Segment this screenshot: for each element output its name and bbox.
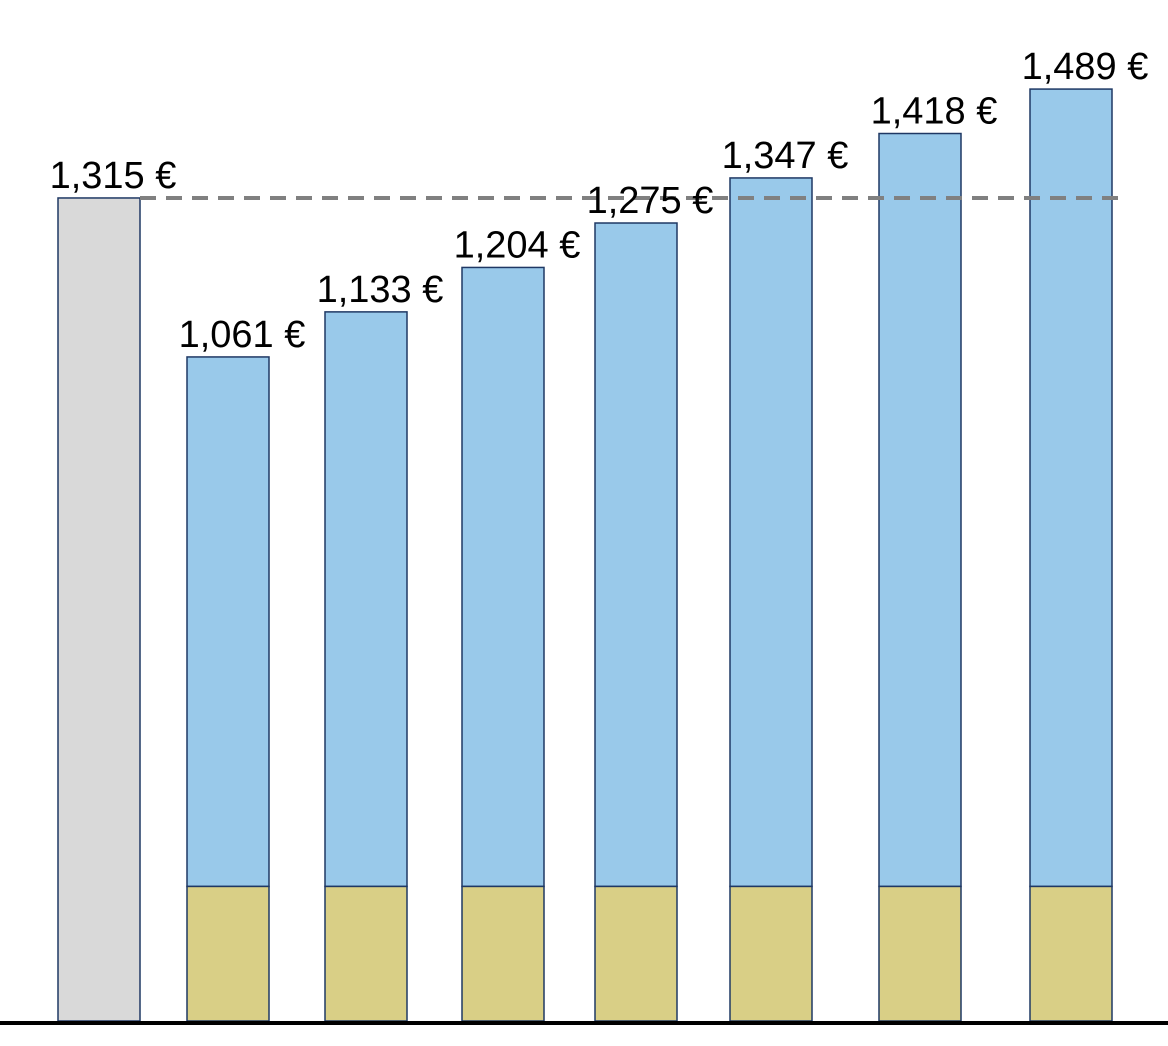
bar-bottom-segment (186, 885, 270, 1022)
value-labels-layer: 1,315 € 1,061 € 1,133 €1,204 €1,275 €1,347… (50, 46, 1149, 356)
bar-top-segment (1029, 88, 1113, 888)
bar-top-segment (729, 177, 813, 888)
bar-value-label: 1,133 € (317, 269, 444, 311)
bar-bottom-segment (729, 885, 813, 1022)
bar-top-segment (878, 132, 962, 888)
bar-bottom-segment (878, 885, 962, 1022)
bar-top-segment (594, 222, 678, 888)
bar-value-label: 1,061 € (179, 314, 306, 356)
bars-layer (57, 88, 1113, 1022)
bar-value-label: 1,275 € (587, 180, 714, 222)
bar-reference (57, 197, 141, 1022)
bar-value-label: 1,489 € (1022, 46, 1149, 88)
bar-top-segment (186, 356, 270, 888)
bar-top-segment (461, 266, 545, 888)
bar-value-label: 1,315 € (50, 155, 177, 197)
bar-bottom-segment (594, 885, 678, 1022)
bar-value-label: 1,204 € (454, 224, 581, 266)
bar-value-label: 1,347 € (722, 135, 849, 177)
bar-bottom-segment (1029, 885, 1113, 1022)
bar-value-label: 1,418 € (871, 91, 998, 133)
bar-top-segment (324, 311, 408, 888)
bar-bottom-segment (324, 885, 408, 1022)
bar-bottom-segment (461, 885, 545, 1022)
